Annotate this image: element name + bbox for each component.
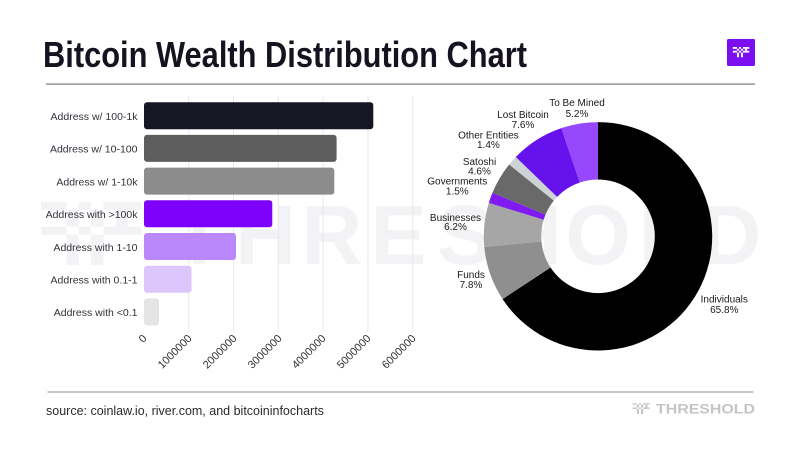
svg-text:Address with 1-10: Address with 1-10 (53, 242, 137, 254)
svg-text:4.6%: 4.6% (468, 167, 491, 178)
svg-text:7.6%: 7.6% (512, 120, 535, 131)
svg-text:Address with >100k: Address with >100k (46, 209, 139, 221)
svg-text:5.2%: 5.2% (566, 109, 589, 120)
svg-text:Funds: Funds (457, 270, 485, 281)
svg-text:S: S (437, 188, 493, 282)
svg-text:Businesses: Businesses (430, 213, 481, 224)
svg-text:Address w/ 100-1k: Address w/ 100-1k (51, 111, 139, 123)
svg-text:7.8%: 7.8% (460, 280, 483, 291)
svg-text:E: E (370, 188, 426, 282)
svg-text:R: R (302, 188, 363, 282)
svg-text:O: O (565, 188, 630, 282)
svg-text:Address w/ 1-10k: Address w/ 1-10k (56, 177, 138, 189)
svg-text:To Be Mined: To Be Mined (549, 98, 605, 109)
svg-text:Satoshi: Satoshi (463, 157, 496, 168)
svg-text:1.5%: 1.5% (446, 187, 469, 198)
svg-text:Governments: Governments (427, 177, 487, 188)
svg-text:1.4%: 1.4% (477, 140, 500, 151)
svg-text:65.8%: 65.8% (710, 305, 738, 316)
svg-text:Address w/ 10-100: Address w/ 10-100 (50, 144, 138, 156)
svg-text:Bitcoin Wealth Distribution Ch: Bitcoin Wealth Distribution Chart (43, 34, 527, 75)
svg-text:Address with 0.1-1: Address with 0.1-1 (51, 275, 138, 287)
svg-text:6.2%: 6.2% (444, 222, 467, 233)
svg-text:Individuals: Individuals (701, 294, 748, 305)
svg-text:THRESHOLD: THRESHOLD (656, 402, 755, 417)
svg-text:Other Entities: Other Entities (458, 131, 519, 142)
svg-text:Lost Bitcoin: Lost Bitcoin (497, 110, 549, 121)
svg-text:source: coinlaw.io, river.com,: source: coinlaw.io, river.com, and bitco… (46, 404, 324, 418)
svg-text:Address with <0.1: Address with <0.1 (54, 307, 138, 319)
